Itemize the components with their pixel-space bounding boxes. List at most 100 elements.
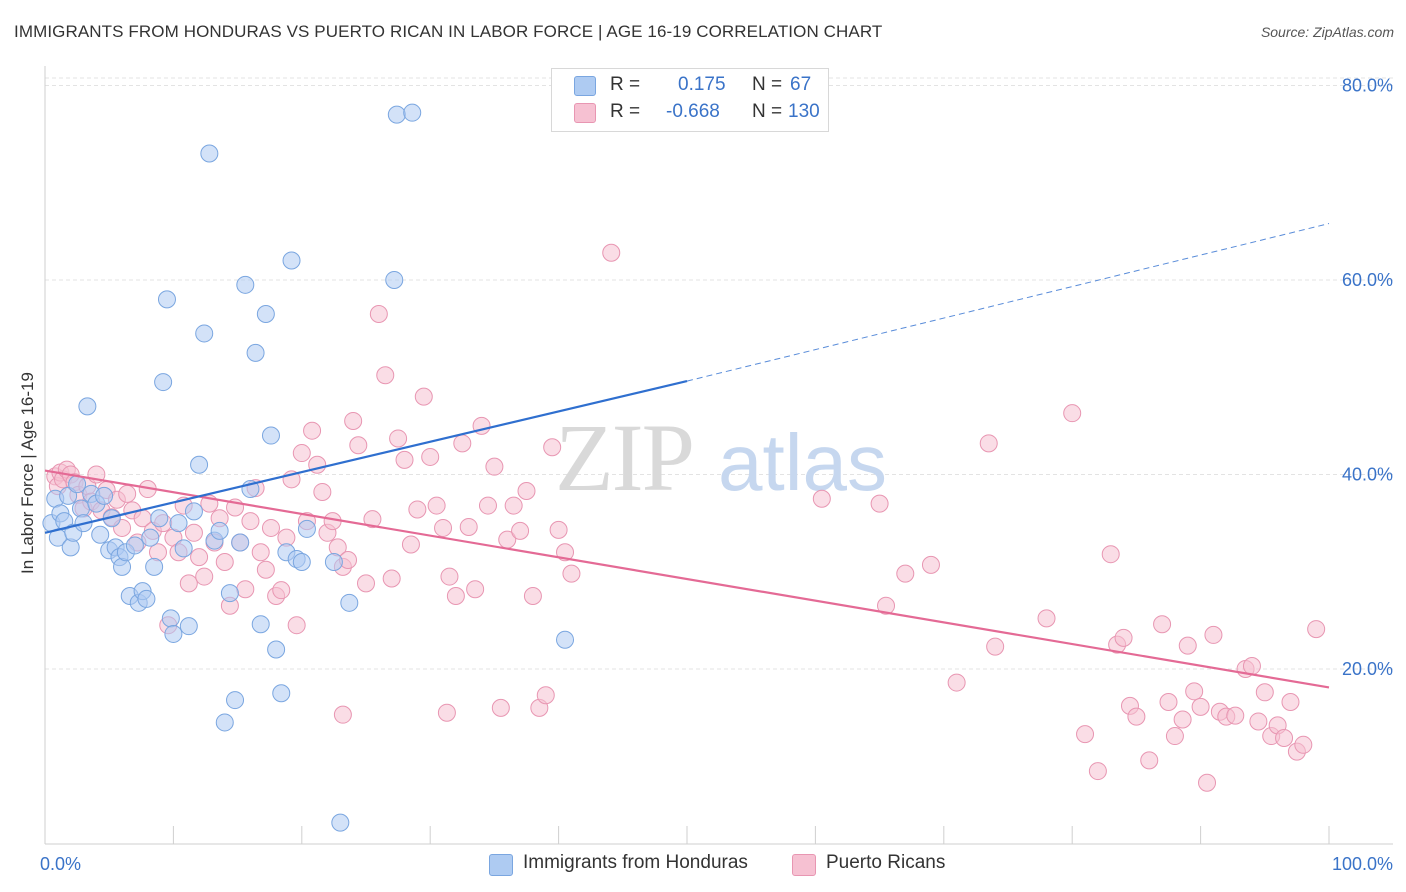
puerto-ricans-point	[921, 555, 940, 574]
legend-n-value-honduras: 67	[790, 74, 812, 95]
puerto-ricans-point	[491, 698, 510, 717]
puerto-ricans-point	[485, 457, 504, 476]
honduras-point	[174, 539, 193, 558]
honduras-point	[71, 499, 90, 518]
puerto-ricans-point	[215, 552, 234, 571]
puerto-ricans-point	[1114, 628, 1133, 647]
puerto-ricans-point	[1185, 682, 1204, 701]
puerto-ricans-point	[1173, 710, 1192, 729]
puerto-ricans-point	[292, 444, 311, 463]
honduras-point	[261, 426, 280, 445]
puerto-ricans-point	[504, 496, 523, 515]
puerto-ricans-point	[1063, 404, 1082, 423]
watermark-zip: ZIP	[555, 404, 693, 511]
puerto-ricans-point	[440, 567, 459, 586]
honduras-point	[340, 593, 359, 612]
honduras-point	[210, 521, 229, 540]
puerto-ricans-point	[1191, 697, 1210, 716]
honduras-point	[141, 528, 160, 547]
honduras-point	[331, 813, 350, 832]
puerto-ricans-point	[979, 434, 998, 453]
puerto-ricans-point	[446, 587, 465, 606]
puerto-ricans-point	[382, 569, 401, 588]
honduras-point	[215, 713, 234, 732]
puerto-ricans-point	[1242, 657, 1261, 676]
y-tick-label: 20.0%	[1342, 659, 1393, 679]
puerto-ricans-point	[287, 616, 306, 635]
bottom-legend-swatch-puerto-ricans	[792, 854, 816, 876]
honduras-point	[200, 144, 219, 163]
puerto-ricans-point	[1275, 728, 1294, 747]
puerto-ricans-point	[1178, 636, 1197, 655]
puerto-ricans-point	[511, 521, 530, 540]
puerto-ricans-point	[1153, 615, 1172, 634]
puerto-ricans-point	[1037, 609, 1056, 628]
puerto-ricans-point	[363, 510, 382, 529]
puerto-ricans-point	[986, 637, 1005, 656]
honduras-point	[256, 304, 275, 323]
honduras-point	[78, 397, 97, 416]
puerto-ricans-point	[556, 543, 575, 562]
puerto-ricans-point	[241, 512, 260, 531]
puerto-ricans-point	[543, 438, 562, 457]
legend-n-label: N =	[752, 74, 783, 95]
puerto-ricans-point	[349, 436, 368, 455]
honduras-point	[267, 640, 286, 659]
honduras-point	[403, 103, 422, 122]
bottom-legend-label-puerto-ricans: Puerto Ricans	[826, 852, 946, 873]
puerto-ricans-point	[1307, 620, 1326, 639]
legend-r-value-puerto-ricans: -0.668	[666, 101, 720, 122]
puerto-ricans-point	[408, 500, 427, 519]
puerto-ricans-point	[812, 489, 831, 508]
honduras-point	[246, 343, 265, 362]
honduras-point	[95, 486, 114, 505]
puerto-ricans-point	[195, 567, 214, 586]
puerto-ricans-point	[549, 520, 568, 539]
puerto-ricans-point	[877, 596, 896, 615]
puerto-ricans-point	[1204, 625, 1223, 644]
puerto-ricans-point	[896, 564, 915, 583]
legend-swatch-honduras	[574, 76, 596, 96]
honduras-point	[61, 538, 80, 557]
honduras-point	[220, 584, 239, 603]
honduras-point	[91, 525, 110, 544]
puerto-ricans-point	[437, 703, 456, 722]
honduras-point	[251, 615, 270, 634]
honduras-point	[179, 617, 198, 636]
puerto-ricans-point	[256, 560, 275, 579]
puerto-ricans-point	[947, 673, 966, 692]
puerto-ricans-point	[401, 535, 420, 554]
puerto-ricans-point	[333, 705, 352, 724]
puerto-ricans-points	[46, 243, 1326, 792]
honduras-point	[385, 270, 404, 289]
puerto-ricans-point	[421, 447, 440, 466]
honduras-points	[42, 103, 575, 832]
puerto-ricans-point	[870, 494, 889, 513]
puerto-ricans-point	[184, 523, 203, 542]
y-tick-label: 80.0%	[1342, 75, 1393, 95]
legend-swatch-puerto-ricans	[574, 103, 596, 123]
puerto-ricans-trendline	[44, 469, 1330, 689]
watermark-atlas: atlas	[718, 418, 887, 507]
bottom-legend-label-honduras: Immigrants from Honduras	[523, 852, 748, 873]
y-tick-label: 40.0%	[1342, 464, 1393, 484]
honduras-point	[137, 589, 156, 608]
trendlines	[44, 223, 1330, 689]
honduras-point	[387, 105, 406, 124]
puerto-ricans-point	[357, 574, 375, 593]
puerto-ricans-point	[251, 543, 270, 562]
honduras-point	[68, 475, 87, 494]
puerto-ricans-point	[427, 496, 446, 515]
puerto-ricans-point	[459, 517, 478, 536]
y-axis-label: In Labor Force | Age 16-19	[18, 372, 37, 574]
puerto-ricans-point	[369, 304, 388, 323]
puerto-ricans-point	[313, 482, 332, 501]
puerto-ricans-point	[562, 564, 581, 583]
puerto-ricans-point	[1255, 683, 1274, 702]
y-tick-label: 60.0%	[1342, 270, 1393, 290]
honduras-point	[150, 509, 169, 528]
honduras-point	[226, 691, 245, 710]
puerto-ricans-point	[1165, 727, 1184, 746]
puerto-ricans-point	[478, 496, 497, 515]
